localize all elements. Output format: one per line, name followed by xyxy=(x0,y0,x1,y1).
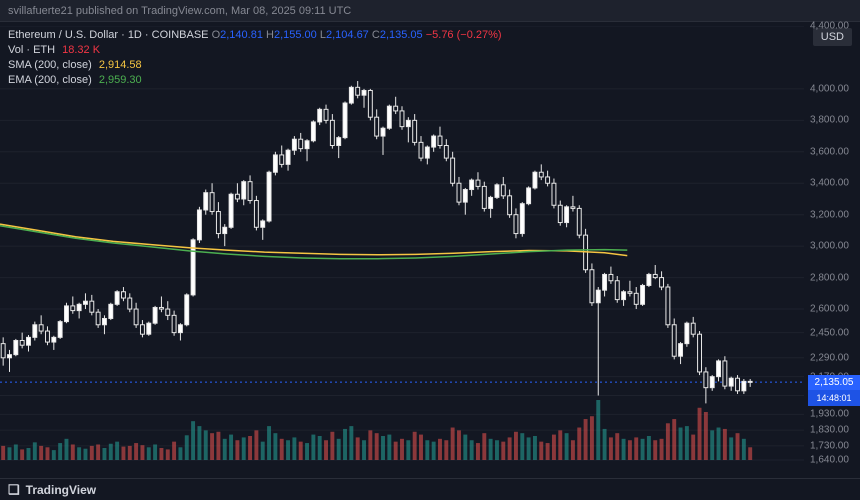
y-tick-label: 1,640.00 xyxy=(810,455,849,466)
y-tick-label: 1,730.00 xyxy=(810,440,849,451)
price-axis[interactable]: 4,400.004,000.003,800.003,600.003,400.00… xyxy=(804,26,860,478)
y-tick-label: 2,600.00 xyxy=(810,304,849,315)
y-tick-label: 3,200.00 xyxy=(810,209,849,220)
y-tick-label: 3,800.00 xyxy=(810,115,849,126)
y-tick-label: 2,450.00 xyxy=(810,327,849,338)
y-tick-label: 4,400.00 xyxy=(810,21,849,32)
y-tick-label: 1,830.00 xyxy=(810,425,849,436)
top-bar: svillafuerte21 published on TradingView.… xyxy=(0,0,860,22)
y-tick-label: 1,930.00 xyxy=(810,409,849,420)
publisher-info: svillafuerte21 published on TradingView.… xyxy=(8,5,351,17)
footer: ❏ TradingView xyxy=(0,478,860,500)
y-tick-label: 2,290.00 xyxy=(810,352,849,363)
brand-label: TradingView xyxy=(26,483,96,497)
current-price-tag: 2,135.05 xyxy=(808,375,860,391)
y-tick-label: 3,000.00 xyxy=(810,241,849,252)
chart-area[interactable] xyxy=(0,26,804,478)
countdown-tag: 14:48:01 xyxy=(808,390,860,406)
y-tick-label: 3,600.00 xyxy=(810,146,849,157)
y-tick-label: 4,000.00 xyxy=(810,83,849,94)
tradingview-icon: ❏ xyxy=(8,482,20,498)
y-tick-label: 2,800.00 xyxy=(810,272,849,283)
y-tick-label: 3,400.00 xyxy=(810,178,849,189)
